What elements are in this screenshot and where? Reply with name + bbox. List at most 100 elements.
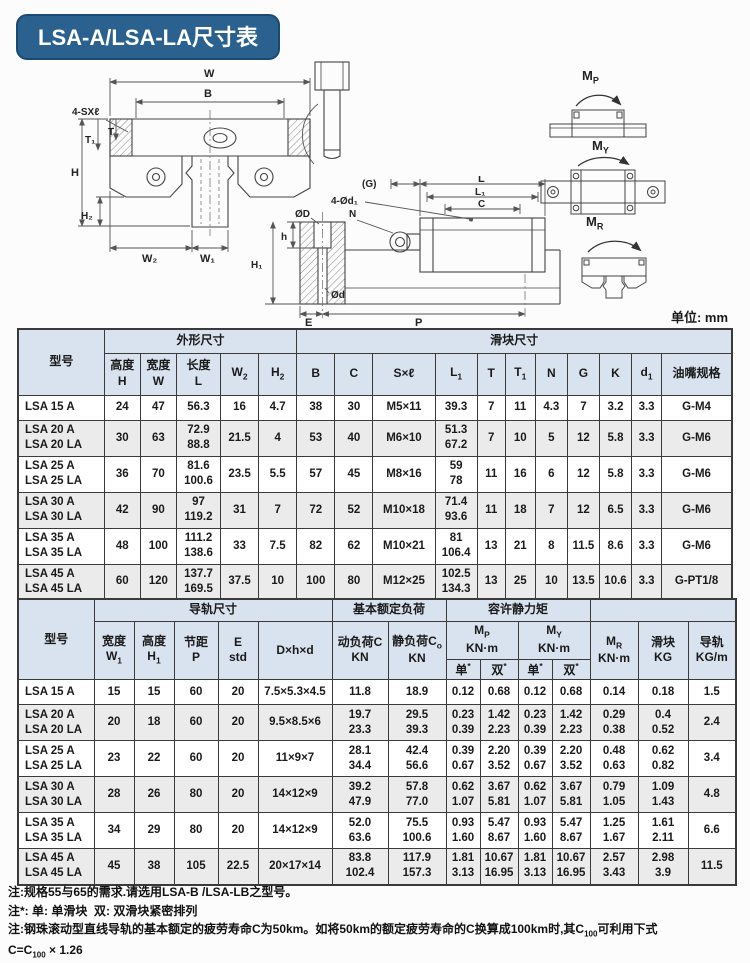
value-cell: 2.20 3.52 — [551, 740, 591, 778]
value-cell: 26 — [133, 776, 175, 814]
value-cell: 90 — [139, 491, 177, 529]
value-cell: 7 — [566, 394, 600, 421]
value-cell: 22.5 — [217, 848, 259, 886]
model-cell: LSA 35 A LSA 35 LA — [17, 527, 105, 565]
leader-curve — [302, 103, 319, 165]
value-cell: 60 — [173, 740, 219, 778]
table-row: LSA 45 A LSA 45 LA 45 38 105 22.5 20×17×14 83.8… — [17, 848, 737, 886]
col-header-static-load: 静负荷Co KN — [387, 620, 447, 681]
dim-label-dd: Ød — [331, 290, 345, 301]
value-cell: 3.2 — [598, 394, 633, 421]
value-cell: 20 — [217, 776, 259, 814]
value-cell: G-M6 — [661, 419, 733, 457]
value-cell: 0.14 — [589, 679, 639, 706]
dim-label-c: C — [478, 199, 485, 210]
value-cell: 3.3 — [631, 455, 663, 493]
col-header-g: G — [566, 352, 600, 396]
dim-label-t1: T₁ — [85, 135, 95, 146]
value-cell: 0.93 1.60 — [517, 812, 553, 850]
value-cell: 33 — [220, 527, 260, 565]
value-cell: 53 — [296, 419, 336, 457]
col-header-my-double: 双* — [551, 658, 591, 681]
col-header-l1: L1 — [434, 352, 478, 396]
value-cell: 34 — [93, 812, 135, 850]
note-line-2: 注*: 单: 单滑块 双: 双滑块紧密排列 — [8, 903, 198, 918]
value-cell: 0.4 0.52 — [637, 704, 689, 742]
value-cell: 11.5 — [687, 848, 737, 886]
value-cell: 137.7 169.5 — [175, 563, 222, 601]
col-header-mr: MR KN·m — [589, 620, 639, 681]
col-group-load: 基本额定负荷 — [331, 598, 447, 622]
value-cell: 56.3 — [175, 394, 222, 421]
col-header-grease: 油嘴规格 — [661, 352, 733, 396]
value-cell: 7.5×5.3×4.5 — [257, 679, 333, 706]
dim-label-h2: H₂ — [81, 211, 93, 222]
value-cell: 6 — [534, 455, 568, 493]
value-cell: 60 — [173, 704, 219, 742]
col-header-w2: W2 — [220, 352, 260, 396]
value-cell: 1.09 1.43 — [637, 776, 689, 814]
moment-arrow — [575, 94, 622, 107]
value-cell: 0.62 1.07 — [445, 776, 481, 814]
value-cell: M12×25 — [372, 563, 436, 601]
value-cell: 20 — [217, 679, 259, 706]
unit-label: 单位: mm — [670, 310, 728, 325]
value-cell: 3.3 — [631, 527, 663, 565]
value-cell: 30 — [334, 394, 374, 421]
value-cell: 0.12 — [517, 679, 553, 706]
value-cell: G-PT1/8 — [661, 563, 733, 601]
col-header-c: C — [334, 352, 374, 396]
col-header-my-single: 单* — [517, 658, 553, 681]
value-cell: G-M6 — [661, 455, 733, 493]
side-view-drawing: (G) L L₁ C 4-Ød₁ ØD N h H₁ Ød E P — [251, 176, 561, 328]
value-cell: 60 — [173, 679, 219, 706]
dim-label-p: P — [415, 317, 422, 328]
col-header-dhd: D×h×d — [257, 620, 333, 681]
value-cell: 48 — [103, 527, 141, 565]
value-cell: G-M6 — [661, 527, 733, 565]
value-cell: 60 — [103, 563, 141, 601]
value-cell: 38 — [296, 394, 336, 421]
dim-label-g: (G) — [362, 179, 376, 190]
value-cell: 45 — [93, 848, 135, 886]
value-cell: 81.6 100.6 — [175, 455, 222, 493]
value-cell: 0.68 — [479, 679, 519, 706]
value-cell: 0.48 0.63 — [589, 740, 639, 778]
value-cell: 24 — [103, 394, 141, 421]
value-cell: 38 — [133, 848, 175, 886]
value-cell: 30 — [103, 419, 141, 457]
dim-label-dD: ØD — [295, 209, 310, 220]
value-cell: 3.67 5.81 — [551, 776, 591, 814]
value-cell: G-M4 — [661, 394, 733, 421]
value-cell: 52 — [334, 491, 374, 529]
value-cell: M10×18 — [372, 491, 436, 529]
col-header-mp-single: 单* — [445, 658, 481, 681]
value-cell: 0.18 — [637, 679, 689, 706]
dim-label-l1: L₁ — [475, 187, 485, 198]
value-cell: M8×16 — [372, 455, 436, 493]
value-cell: 4.7 — [258, 394, 298, 421]
model-cell: LSA 35 A LSA 35 LA — [17, 812, 95, 850]
value-cell: 7 — [476, 419, 506, 457]
moment-label-my: MY — [592, 138, 609, 156]
dim-label-w1: W₁ — [200, 253, 215, 265]
col-header-width: 宽度 W — [139, 352, 177, 396]
model-cell: LSA 15 A — [17, 679, 95, 706]
value-cell: 4 — [258, 419, 298, 457]
value-cell: 75.5 100.6 — [387, 812, 447, 850]
dimension-table-1: 型号 外形尺寸 滑块尺寸 高度 H 宽度 W 长度 L W2 H2 B C S×ℓ L… — [17, 328, 733, 601]
model-cell: LSA 30 A LSA 30 LA — [17, 776, 95, 814]
value-cell: 11 — [476, 491, 506, 529]
table-row: LSA 20 A LSA 20 LA 30 63 72.9 88.8 21.5 4 53 40 M6… — [17, 419, 733, 457]
col-header-model: 型号 — [17, 598, 95, 681]
value-cell: 15 — [133, 679, 175, 706]
value-cell: 29.5 39.3 — [387, 704, 447, 742]
col-header-pitch: 节距 P — [173, 620, 219, 681]
value-cell: 3.3 — [631, 491, 663, 529]
value-cell: 36 — [103, 455, 141, 493]
value-cell: 7 — [258, 491, 298, 529]
dim-label-l: L — [478, 176, 485, 185]
value-cell: M10×21 — [372, 527, 436, 565]
value-cell: 1.81 3.13 — [517, 848, 553, 886]
